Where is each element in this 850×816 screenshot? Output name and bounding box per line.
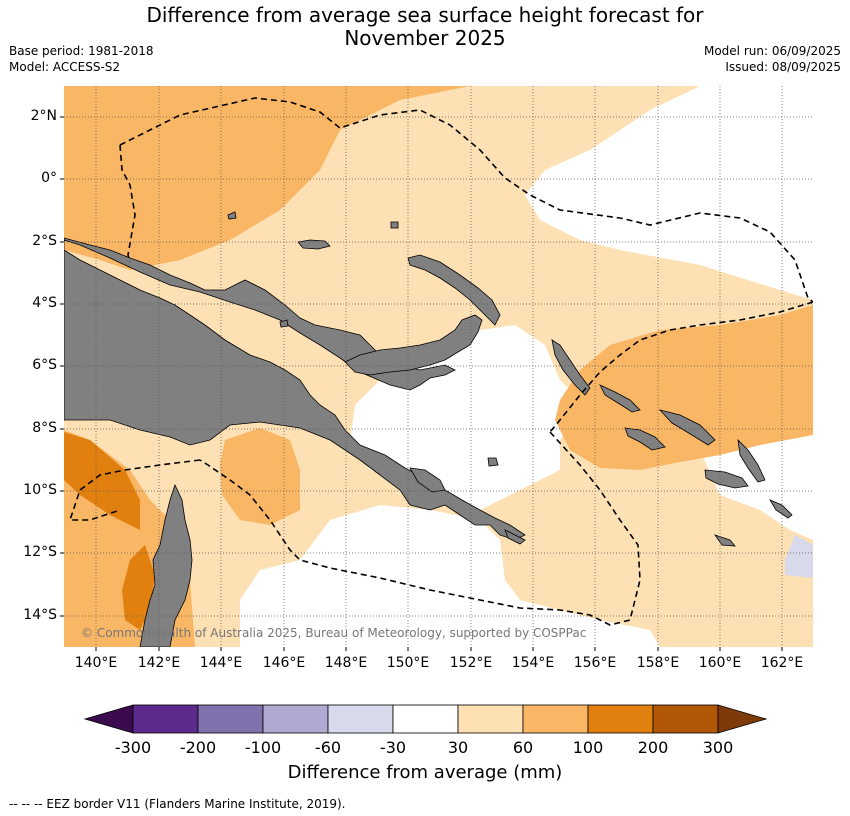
colorbar-swatch-9 [652, 704, 719, 734]
land-woodlark [409, 467, 446, 493]
colorbar-label-100: 100 [572, 738, 604, 757]
land-louisiade [504, 529, 526, 545]
land-islet-5 [227, 211, 237, 220]
colorbar-label-minus-60: -60 [314, 738, 342, 757]
map-plot-area [64, 86, 813, 647]
colorbar-label-minus-30: -30 [379, 738, 407, 757]
base-period: Base period: 1981-2018 [9, 44, 154, 58]
lon-label-162e: 162°E [760, 655, 804, 671]
lat-label-8s: 8°S [32, 420, 57, 436]
colorbar-swatch-4 [327, 704, 394, 734]
land-cape-york [139, 483, 193, 647]
eez-footnote: -- -- -- EEZ border V11 (Flanders Marine… [9, 797, 346, 811]
colorbar-extend-high [717, 704, 768, 734]
lon-label-158e: 158°E [636, 655, 680, 671]
lat-label-0: 0° [41, 170, 57, 186]
model-name: Model: ACCESS-S2 [9, 60, 121, 74]
land-islet-2 [487, 457, 499, 467]
land-islet-4 [713, 534, 736, 547]
title-line-1: Difference from average sea surface heig… [146, 3, 704, 27]
lat-label-6s: 6°S [32, 357, 57, 373]
colorbar-swatch-1 [132, 704, 199, 734]
anomaly-neutral-region-south [240, 505, 660, 647]
anomaly-60-100-region-gulf [220, 428, 300, 525]
lon-label-148e: 148°E [324, 655, 368, 671]
title-line-2: November 2025 [344, 26, 506, 50]
colorbar-label-minus-100: -100 [244, 738, 282, 757]
lat-label-4s: 4°S [32, 295, 57, 311]
colorbar-swatch-8 [587, 704, 654, 734]
land-makira [769, 499, 793, 519]
lon-label-152e: 152°E [449, 655, 493, 671]
colorbar-swatch-5 [392, 704, 459, 734]
land-guadalcanal [704, 469, 749, 489]
colorbar-extend-low [83, 704, 134, 734]
lon-label-142e: 142°E [137, 655, 181, 671]
land-new-georgia [624, 427, 666, 451]
anomaly-100-200-region-west [64, 432, 140, 530]
colorbar [83, 704, 768, 734]
land-islet-3 [390, 221, 399, 229]
land-bougainville [551, 339, 591, 396]
meta-left: Base period: 1981-2018 Model: ACCESS-S2 [9, 43, 154, 75]
lon-label-144e: 144°E [199, 655, 243, 671]
colorbar-label-minus-200: -200 [179, 738, 217, 757]
land-santa-isabel [658, 409, 716, 446]
issued-date: Issued: 08/09/2025 [725, 60, 841, 74]
lat-label-12s: 12°S [23, 544, 57, 560]
anomaly-60-100-region-northwest [64, 86, 470, 270]
map-grid [64, 86, 813, 647]
colorbar-swatch-6 [457, 704, 524, 734]
colorbar-swatch-3 [262, 704, 329, 734]
meta-right: Model run: 06/09/2025 Issued: 08/09/2025 [704, 43, 841, 75]
colorbar-label-60: 60 [512, 738, 534, 757]
anomaly-negative-region-southeast [785, 535, 813, 578]
land-new-britain [344, 314, 483, 376]
land-malaita [737, 438, 766, 483]
lon-label-140e: 140°E [74, 655, 118, 671]
lat-label-2n: 2°N [30, 108, 57, 124]
axis-ticks [60, 116, 783, 651]
colorbar-title: Difference from average (mm) [287, 762, 563, 783]
lat-label-10s: 10°S [23, 482, 57, 498]
land-new-guinea [64, 237, 526, 541]
anomaly-100-200-region-south [122, 545, 155, 630]
lon-label-156e: 156°E [573, 655, 617, 671]
lat-label-14s: 14°S [23, 607, 57, 623]
model-run: Model run: 06/09/2025 [703, 44, 841, 58]
lon-label-154e: 154°E [511, 655, 555, 671]
lon-label-160e: 160°E [698, 655, 742, 671]
lon-label-150e: 150°E [386, 655, 430, 671]
colorbar-swatch-7 [522, 704, 589, 734]
eez-border [68, 97, 813, 626]
land-new-ireland [407, 254, 501, 326]
colorbar-label-200: 200 [637, 738, 669, 757]
land-choiseul [599, 384, 641, 413]
anomaly-neutral-region-north [525, 86, 813, 300]
colorbar-label-minus-300: -300 [114, 738, 152, 757]
copyright-notice: © Commonwealth of Australia 2025, Bureau… [81, 626, 587, 640]
colorbar-swatch-2 [197, 704, 264, 734]
colorbar-label-300: 300 [702, 738, 734, 757]
lon-label-146e: 146°E [262, 655, 306, 671]
lat-label-2s: 2°S [32, 233, 57, 249]
map-title: Difference from average sea surface heig… [0, 4, 850, 50]
colorbar-label-30: 30 [447, 738, 469, 757]
